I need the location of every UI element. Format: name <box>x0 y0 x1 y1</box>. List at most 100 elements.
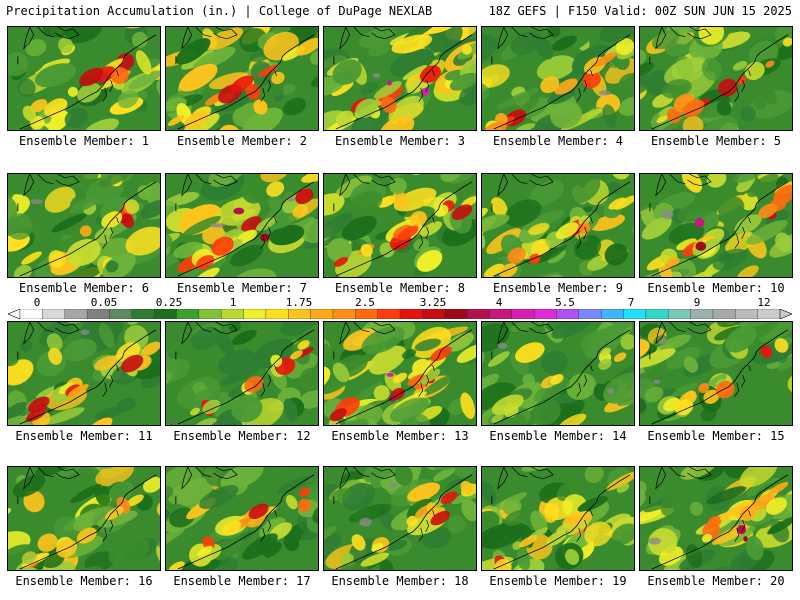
colorbar-segment <box>690 309 714 319</box>
colorbar-segment <box>668 309 692 319</box>
ensemble-member-label: Ensemble Member: 5 <box>650 134 782 148</box>
precipitation-colorbar <box>8 309 792 319</box>
great-lakes-outline <box>23 27 80 50</box>
ensemble-panel-12 <box>165 321 319 426</box>
colorbar-segment <box>176 309 200 319</box>
great-lakes-outline <box>497 467 554 490</box>
colorbar-segment <box>757 309 781 319</box>
ensemble-member-label: Ensemble Member: 11 <box>15 429 153 443</box>
colorbar-tick-label: 5.5 <box>555 296 575 309</box>
coastline <box>335 181 473 277</box>
colorbar-tick-label: 2.5 <box>355 296 375 309</box>
precip-map <box>640 174 792 277</box>
precip-map <box>324 174 476 277</box>
colorbar-tick-label: 3.25 <box>419 296 447 309</box>
colorbar-segment <box>42 309 66 319</box>
great-lakes-outline <box>339 174 396 197</box>
colorbar-segment <box>288 309 312 319</box>
colorbar-segment <box>131 309 155 319</box>
colorbar-segment <box>466 309 490 319</box>
precip-map <box>166 467 318 570</box>
ensemble-member-label: Ensemble Member: 19 <box>489 574 627 588</box>
ensemble-panel-7 <box>165 173 319 278</box>
coastline <box>177 181 315 277</box>
ensemble-panel-8 <box>323 173 477 278</box>
coastline <box>651 181 789 277</box>
ensemble-member-label: Ensemble Member: 2 <box>176 134 308 148</box>
colorbar-segment <box>578 309 602 319</box>
colorbar-right-arrow <box>779 309 792 319</box>
coastline <box>19 34 157 130</box>
colorbar-segment <box>220 309 245 319</box>
ensemble-panel-13 <box>323 321 477 426</box>
colorbar-tick-label: 0 <box>33 296 41 309</box>
coastline <box>19 329 157 425</box>
ensemble-panel-10 <box>639 173 793 278</box>
precip-map <box>166 27 318 130</box>
great-lakes-outline <box>655 174 712 197</box>
colorbar-segment <box>489 309 513 319</box>
precip-map <box>8 467 160 570</box>
coastline <box>493 181 631 277</box>
ensemble-member-label: Ensemble Member: 9 <box>492 281 624 295</box>
colorbar-segment <box>735 309 759 319</box>
coastline <box>493 34 631 130</box>
ensemble-panel-2 <box>165 26 319 131</box>
ensemble-panel-1 <box>7 26 161 131</box>
colorbar-segment <box>86 309 110 319</box>
coastline <box>335 34 473 130</box>
colorbar-tick-label: 7 <box>627 296 635 309</box>
great-lakes-outline <box>339 467 396 490</box>
precip-map <box>8 174 160 277</box>
colorbar-segment <box>310 309 334 319</box>
great-lakes-outline <box>497 322 554 345</box>
precip-map <box>324 27 476 130</box>
coastline <box>493 474 631 570</box>
great-lakes-outline <box>181 174 238 197</box>
ensemble-member-label: Ensemble Member: 6 <box>18 281 150 295</box>
ensemble-member-label: Ensemble Member: 10 <box>647 281 785 295</box>
ensemble-panel-4 <box>481 26 635 131</box>
precip-map <box>166 322 318 425</box>
colorbar-segment <box>377 309 401 319</box>
colorbar-segment <box>623 309 647 319</box>
colorbar-segment <box>332 309 356 319</box>
ensemble-member-label: Ensemble Member: 13 <box>331 429 469 443</box>
colorbar-tick-label: 9 <box>693 296 701 309</box>
colorbar-segment <box>399 309 423 319</box>
colorbar-tick-label: 4 <box>495 296 503 309</box>
colorbar-tick-label: 12 <box>757 296 771 309</box>
colorbar-segment <box>645 309 669 319</box>
precip-map <box>640 27 792 130</box>
ensemble-member-label: Ensemble Member: 17 <box>173 574 311 588</box>
colorbar-tick-label: 1.75 <box>285 296 313 309</box>
colorbar-segment <box>422 309 446 319</box>
precip-map <box>640 322 792 425</box>
colorbar-segment <box>444 309 468 319</box>
ensemble-member-label: Ensemble Member: 3 <box>334 134 466 148</box>
ensemble-panel-5 <box>639 26 793 131</box>
precip-map <box>482 27 634 130</box>
precip-map <box>166 174 318 277</box>
precip-map <box>482 322 634 425</box>
ensemble-panel-15 <box>639 321 793 426</box>
colorbar-segment <box>355 309 379 319</box>
ensemble-panel-18 <box>323 466 477 571</box>
colorbar-segment <box>533 309 557 319</box>
page-title: Precipitation Accumulation (in.) | Colle… <box>6 4 433 18</box>
coastline <box>177 474 315 570</box>
great-lakes-outline <box>655 322 712 345</box>
colorbar-left-arrow <box>8 309 21 319</box>
great-lakes-outline <box>23 174 80 197</box>
precip-map <box>482 174 634 277</box>
great-lakes-outline <box>339 322 396 345</box>
great-lakes-outline <box>181 467 238 490</box>
ensemble-member-label: Ensemble Member: 15 <box>647 429 785 443</box>
model-run-info: 18Z GEFS | F150 Valid: 00Z SUN JUN 15 20… <box>488 4 792 18</box>
colorbar-tick-label: 0.25 <box>155 296 183 309</box>
precip-map <box>324 467 476 570</box>
coastline <box>651 329 789 425</box>
coastline <box>651 474 789 570</box>
coastline <box>651 34 789 130</box>
